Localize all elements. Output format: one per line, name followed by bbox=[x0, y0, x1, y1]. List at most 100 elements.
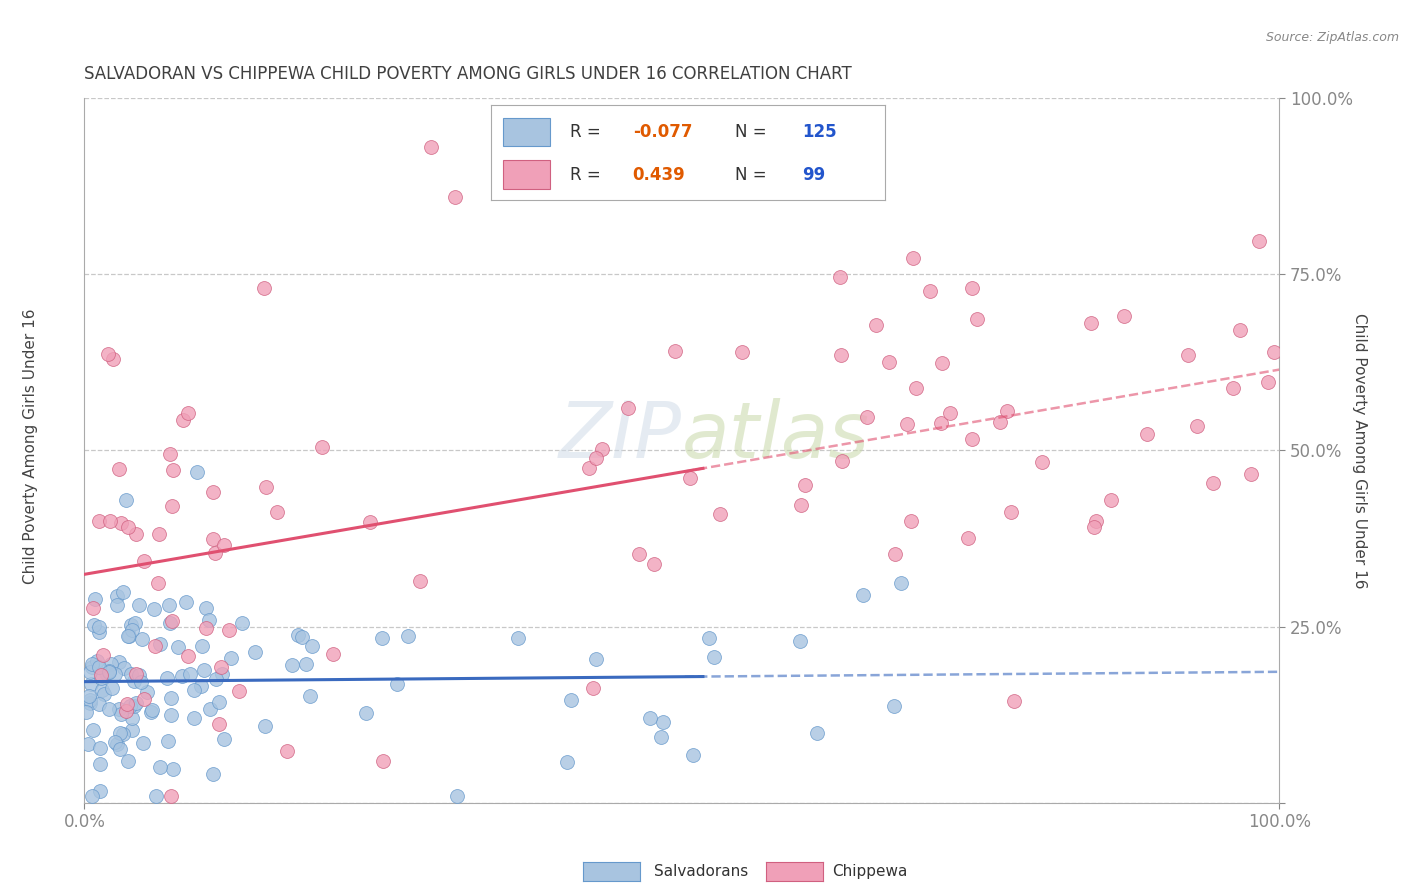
Point bbox=[117, 697, 139, 711]
Point bbox=[291, 631, 314, 645]
Point bbox=[87, 514, 110, 528]
Point bbox=[311, 440, 333, 454]
Point bbox=[1229, 322, 1251, 336]
Point bbox=[359, 515, 381, 529]
Point bbox=[1080, 317, 1102, 331]
Point bbox=[900, 514, 922, 528]
Point bbox=[793, 477, 815, 491]
Point bbox=[82, 723, 104, 737]
Point bbox=[193, 663, 215, 677]
Point bbox=[80, 677, 103, 691]
Point bbox=[966, 312, 988, 326]
Point bbox=[585, 450, 607, 465]
Point bbox=[1099, 492, 1122, 507]
Point bbox=[997, 403, 1019, 417]
Point bbox=[731, 345, 754, 359]
Point bbox=[202, 533, 225, 547]
Point bbox=[830, 348, 852, 362]
Point bbox=[89, 757, 111, 772]
Point bbox=[200, 702, 222, 716]
Point bbox=[214, 731, 236, 746]
Y-axis label: Child Poverty Among Girls Under 16: Child Poverty Among Girls Under 16 bbox=[1351, 313, 1367, 588]
Point bbox=[98, 664, 121, 678]
Point bbox=[831, 454, 853, 468]
Point bbox=[121, 723, 143, 737]
Point bbox=[884, 547, 907, 561]
Point bbox=[87, 697, 110, 711]
Point bbox=[1136, 426, 1159, 441]
Point bbox=[1177, 348, 1199, 362]
Point bbox=[643, 558, 665, 572]
Point bbox=[962, 281, 984, 295]
Point bbox=[204, 546, 226, 560]
Point bbox=[91, 648, 114, 662]
Point bbox=[131, 632, 153, 646]
Point bbox=[582, 681, 605, 695]
Point bbox=[160, 691, 183, 706]
Point bbox=[356, 706, 378, 721]
Point bbox=[201, 484, 224, 499]
Point bbox=[86, 654, 108, 668]
Point bbox=[166, 640, 188, 654]
Point bbox=[254, 719, 277, 733]
Point bbox=[128, 599, 150, 613]
Point bbox=[160, 500, 183, 514]
Point bbox=[82, 660, 104, 674]
Point bbox=[89, 784, 111, 798]
Point bbox=[295, 657, 318, 672]
Point bbox=[1257, 376, 1279, 390]
Point bbox=[1187, 419, 1209, 434]
Point bbox=[1083, 519, 1105, 533]
Point bbox=[194, 601, 217, 615]
Point bbox=[135, 684, 157, 698]
Point bbox=[112, 661, 135, 675]
Point bbox=[1240, 467, 1263, 481]
Point bbox=[110, 707, 132, 722]
Point bbox=[1222, 381, 1244, 395]
Point bbox=[172, 413, 194, 427]
Point bbox=[132, 736, 155, 750]
Point bbox=[104, 735, 127, 749]
Text: Salvadorans: Salvadorans bbox=[654, 864, 748, 879]
Point bbox=[105, 738, 128, 752]
Point bbox=[159, 616, 181, 631]
Point bbox=[145, 789, 167, 803]
Point bbox=[125, 667, 148, 681]
Point bbox=[682, 747, 704, 762]
Point bbox=[129, 675, 152, 690]
Point bbox=[108, 726, 131, 740]
Point bbox=[125, 527, 148, 541]
Point bbox=[322, 647, 344, 661]
Point bbox=[120, 699, 142, 714]
Point bbox=[149, 637, 172, 651]
Point bbox=[156, 671, 179, 685]
Point bbox=[1263, 345, 1285, 359]
Text: Chippewa: Chippewa bbox=[832, 864, 908, 879]
Point bbox=[212, 538, 235, 552]
Point bbox=[89, 620, 111, 634]
Point bbox=[110, 516, 132, 530]
Point bbox=[183, 682, 205, 697]
Point bbox=[191, 639, 214, 653]
Point bbox=[243, 645, 266, 659]
Point bbox=[120, 667, 142, 681]
Point bbox=[679, 471, 702, 485]
Point bbox=[652, 715, 675, 730]
Point bbox=[79, 696, 101, 710]
Point bbox=[617, 401, 640, 415]
Point bbox=[134, 554, 156, 568]
Point bbox=[1031, 455, 1053, 469]
Point bbox=[143, 639, 166, 653]
Point bbox=[174, 595, 197, 609]
Point bbox=[117, 754, 139, 768]
Point bbox=[709, 507, 731, 521]
Point bbox=[87, 660, 110, 674]
Point bbox=[1000, 505, 1022, 519]
Point bbox=[373, 754, 395, 768]
Point bbox=[97, 665, 120, 679]
Point bbox=[790, 498, 813, 512]
Point bbox=[122, 699, 145, 714]
Point bbox=[957, 531, 980, 545]
Point bbox=[287, 628, 309, 642]
Point bbox=[209, 660, 232, 674]
